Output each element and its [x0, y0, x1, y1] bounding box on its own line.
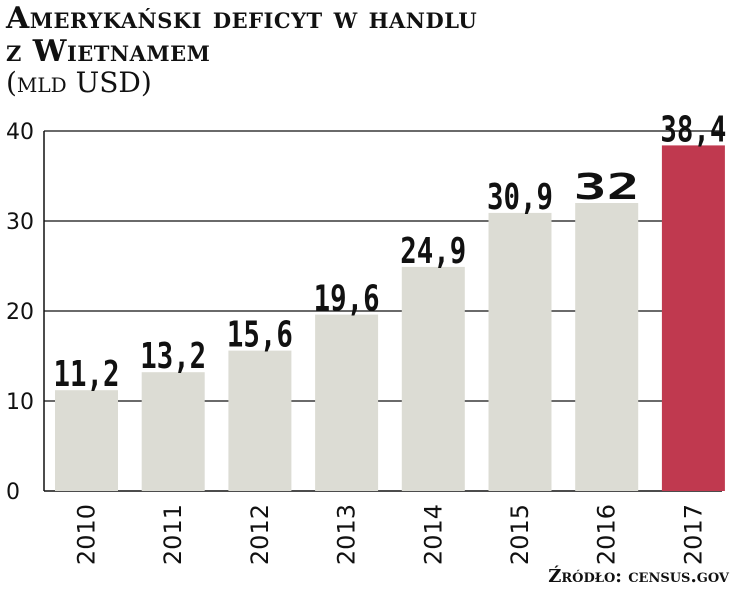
x-tick-label: 2011	[159, 504, 187, 565]
bar-value-label: 11,2	[54, 354, 120, 395]
chart-title: Amerykański deficyt w handlu z Wietnamem	[6, 2, 477, 68]
y-tick-label: 40	[6, 120, 34, 145]
x-tick-label: 2010	[73, 504, 101, 565]
bar-value-label: 19,6	[314, 279, 380, 320]
y-tick-label: 30	[6, 210, 34, 235]
bar	[401, 266, 465, 491]
x-tick-label: 2012	[246, 504, 274, 565]
x-tick-label: 2013	[333, 504, 361, 565]
bar	[661, 145, 725, 491]
bar	[315, 314, 379, 491]
source-note: Źródło: census.gov	[548, 566, 729, 587]
y-tick-label: 0	[6, 480, 20, 505]
bar	[488, 212, 552, 491]
chart-title-line1: Amerykański deficyt w handlu	[6, 1, 478, 36]
bar	[141, 372, 205, 491]
chart-unit: (mld USD)	[6, 66, 152, 99]
x-tick-label: 2016	[593, 504, 621, 565]
chart-title-line2: z Wietnamem	[6, 34, 211, 69]
bar	[228, 350, 292, 491]
bar	[55, 390, 118, 491]
x-tick-label: 2014	[419, 504, 447, 565]
bar-value-label: 13,2	[140, 336, 206, 377]
y-tick-label: 20	[6, 300, 34, 325]
y-tick-label: 10	[6, 390, 34, 415]
x-tick-label: 2015	[506, 504, 534, 565]
bar-value-label: 32	[574, 167, 640, 208]
bar	[575, 203, 639, 491]
bar-value-label: 38,4	[660, 109, 726, 150]
bar-value-label: 15,6	[227, 315, 293, 356]
x-tick-label: 2017	[679, 504, 707, 565]
bar-value-label: 24,9	[400, 231, 466, 272]
bar-value-label: 30,9	[487, 177, 553, 218]
